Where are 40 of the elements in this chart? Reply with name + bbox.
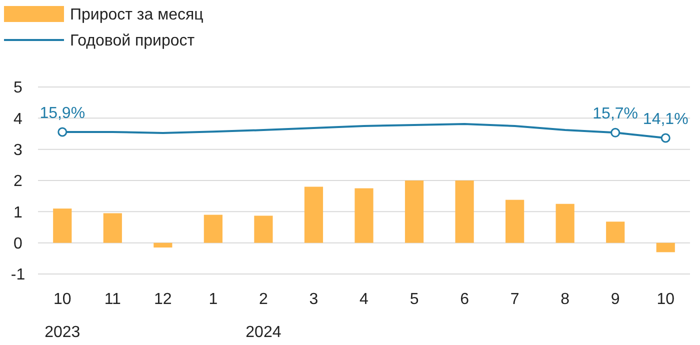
y-tick-label: 2 <box>14 173 23 190</box>
x-tick-label: 10 <box>53 291 72 308</box>
x-tick-label: 12 <box>154 291 172 308</box>
bar <box>404 180 424 243</box>
x-tick-label: 11 <box>104 291 122 308</box>
bar <box>606 222 625 243</box>
x-tick-label: 10 <box>656 291 675 308</box>
y-tick-label: 3 <box>14 142 23 159</box>
data-label: 15,9% <box>40 105 86 122</box>
bar <box>154 242 172 248</box>
x-tick-label: 7 <box>510 291 520 308</box>
bar <box>506 200 524 243</box>
bar <box>53 208 72 243</box>
bar <box>254 216 273 243</box>
x-tick-label: 5 <box>410 291 419 308</box>
legend-label: Прирост за месяц <box>70 6 204 24</box>
x-tick-label: 1 <box>208 291 218 308</box>
text: 2023 <box>44 324 80 341</box>
y-tick-label: -1 <box>10 266 26 284</box>
bar <box>455 180 474 243</box>
bar <box>556 204 574 243</box>
x-tick-label: 9 <box>610 291 620 308</box>
y-tick-label: 4 <box>14 110 23 128</box>
x-tick-label: 2 <box>259 291 268 308</box>
y-tick-label: 1 <box>14 204 23 222</box>
x-tick-label: 6 <box>460 291 470 308</box>
y-tick-label: 5 <box>14 80 23 97</box>
bar <box>354 188 374 243</box>
x-tick-label: 3 <box>309 291 318 308</box>
legend-label: Годовой прирост <box>70 32 196 50</box>
bar <box>204 214 222 243</box>
bar <box>304 186 324 243</box>
data-label: 14,1% <box>642 111 688 128</box>
x-tick-label: 8 <box>560 291 570 308</box>
bar <box>656 242 675 252</box>
text: 2024 <box>246 324 282 341</box>
x-tick-label: 4 <box>360 291 369 308</box>
data-label: 15,7% <box>592 106 638 123</box>
bar <box>103 213 122 243</box>
y-tick-label: 0 <box>14 235 23 252</box>
